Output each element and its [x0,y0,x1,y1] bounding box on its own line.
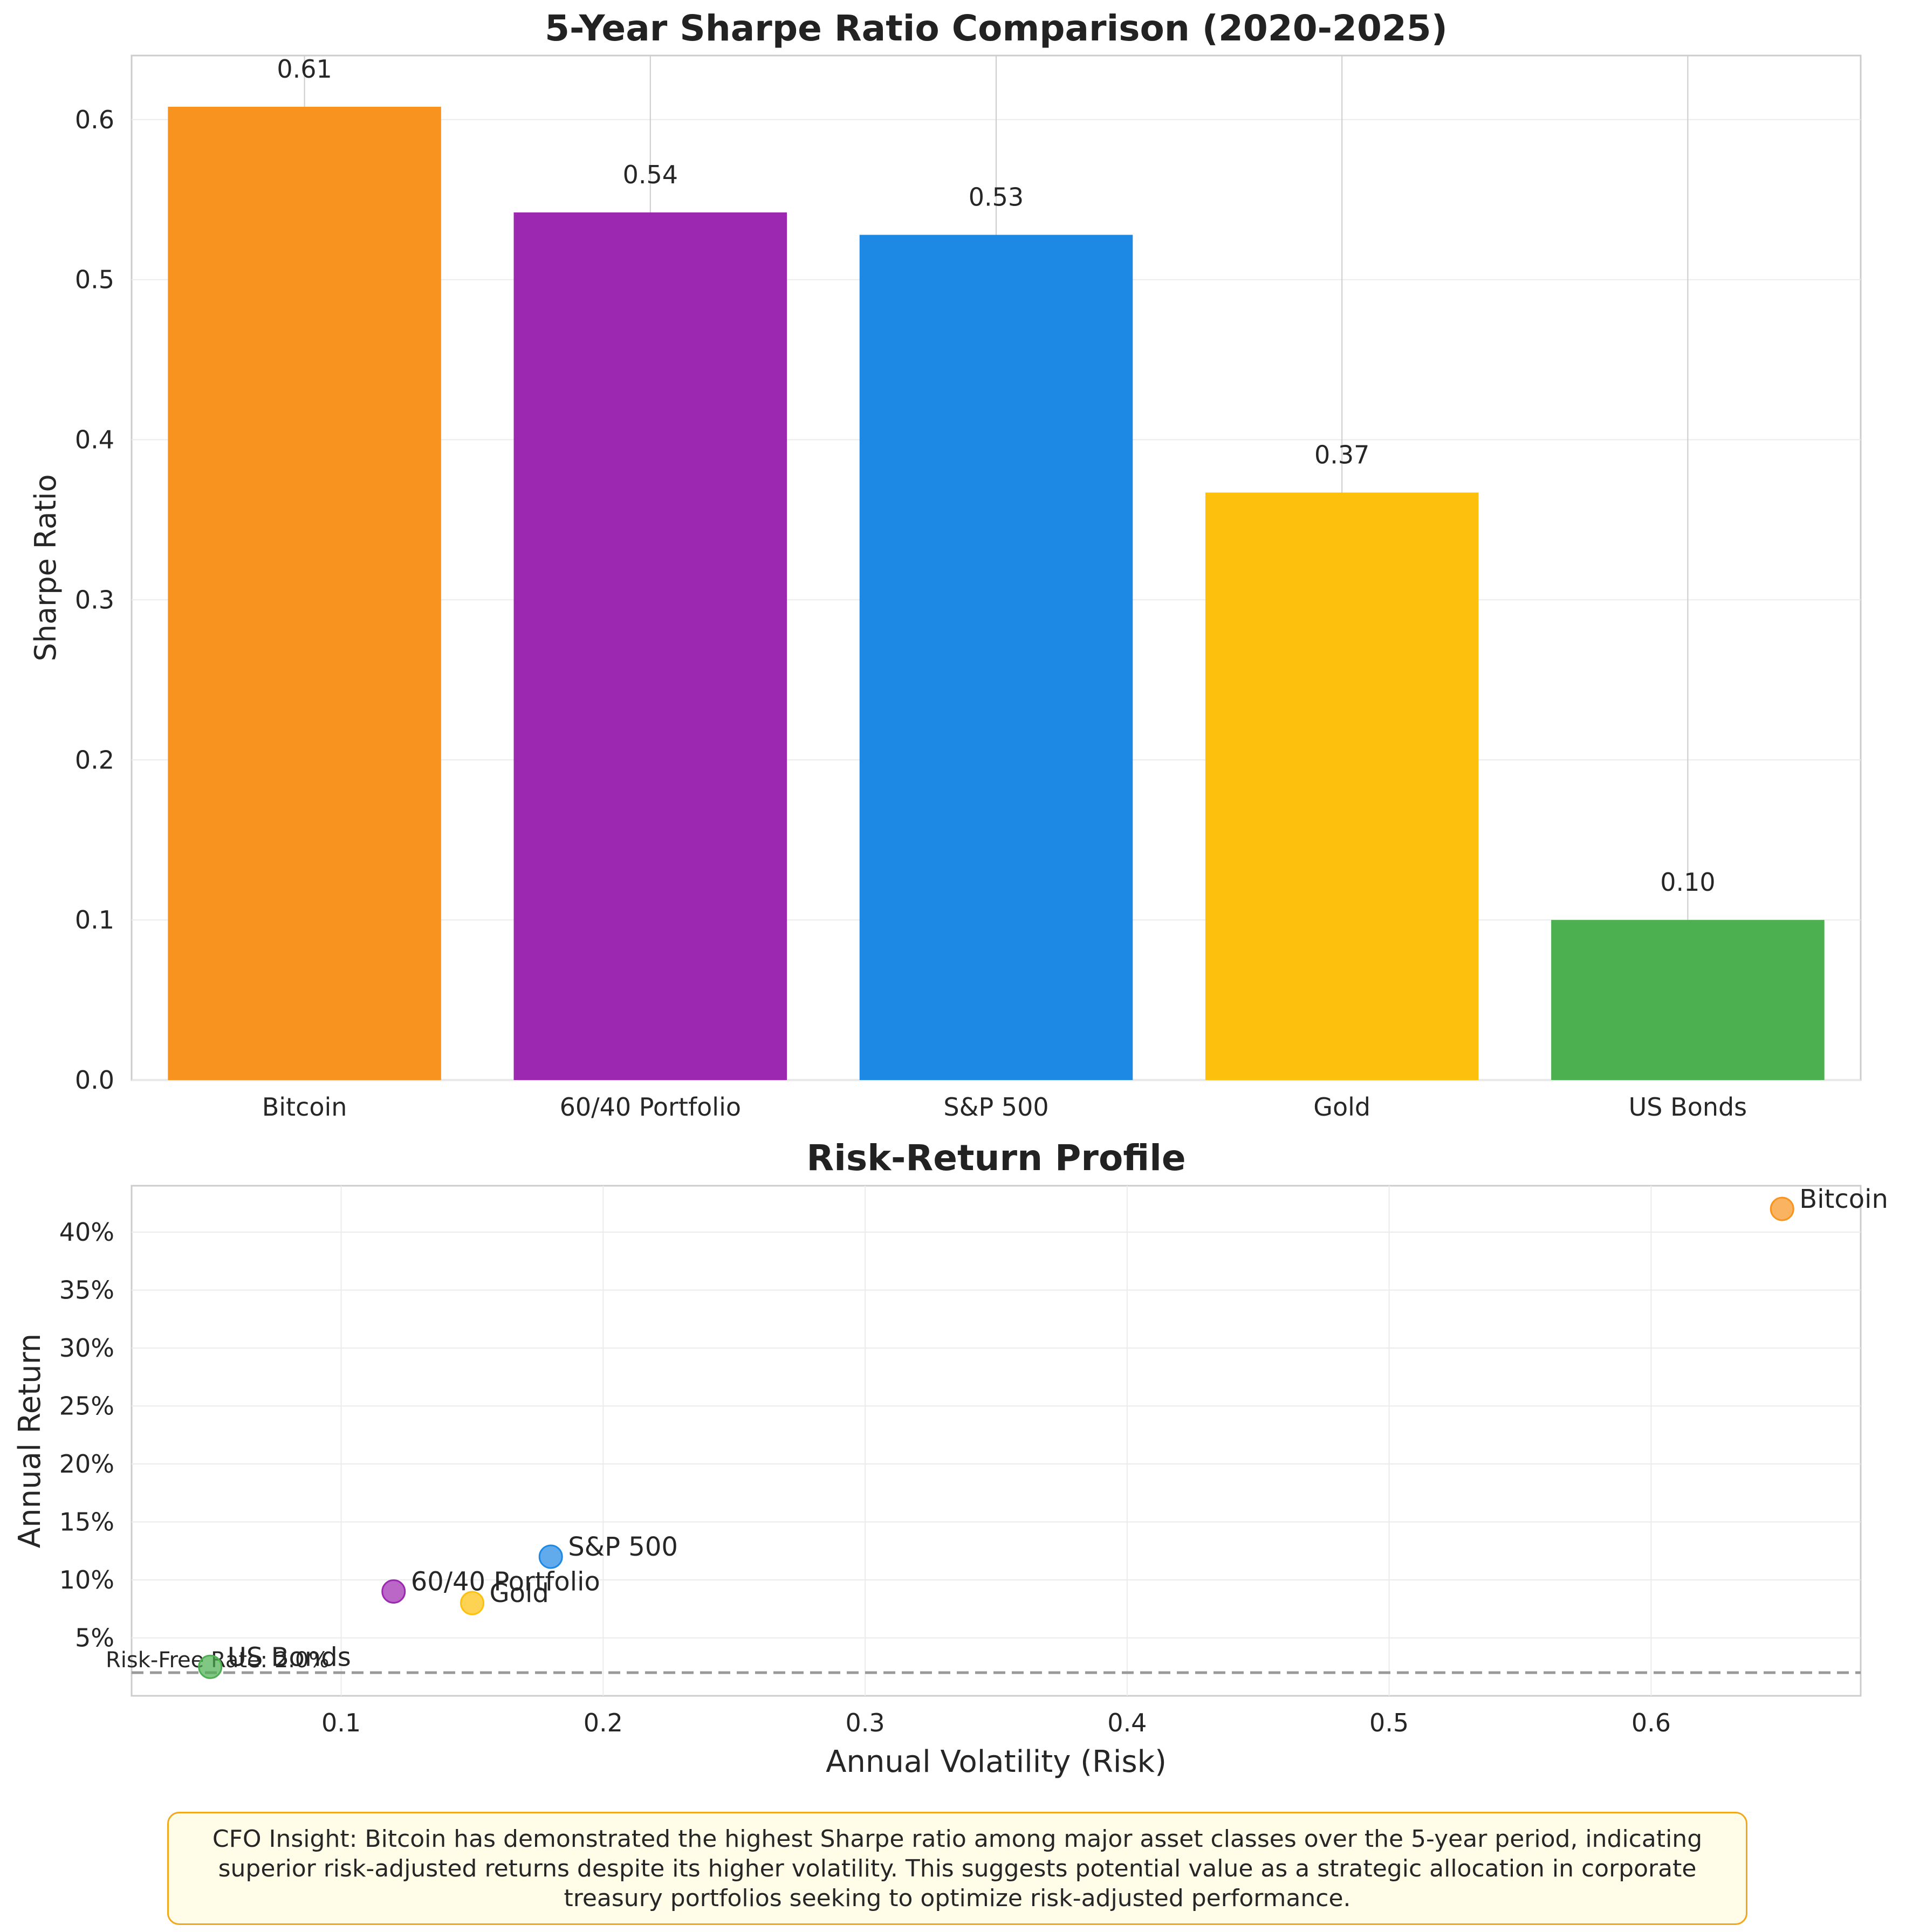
bar-x-tick-label: S&P 500 [943,1092,1048,1122]
scatter-point [381,1579,406,1604]
bar-y-tick-label: 0.2 [75,745,114,774]
bar [1551,920,1825,1080]
scatter-point [1770,1197,1794,1221]
bar-y-tick-label: 0.3 [75,585,114,614]
bar-y-tick-label: 0.6 [75,105,114,134]
scatter-chart-title: Risk-Return Profile [806,1137,1185,1179]
bar [168,107,441,1080]
bar-x-tick-label: Bitcoin [262,1092,347,1122]
scatter-point-label: US Bonds [228,1642,351,1672]
scatter-point [198,1654,223,1679]
scatter-x-tick-label: 0.4 [1107,1708,1147,1737]
scatter-ticks: 0.1 0.2 0.3 0.4 0.5 0.6 5% 10% 15% 20% 25% 30% 35% 40… [59,1218,1671,1737]
scatter-gridlines [132,1186,1861,1696]
cfo-insight-box: CFO Insight: Bitcoin has demonstrated th… [167,1812,1747,1925]
bar-y-axis-label: Sharpe Ratio [29,474,63,661]
bar-y-tick-label: 0.4 [75,425,114,455]
bar-chart-title: 5-Year Sharpe Ratio Comparison (2020-202… [545,8,1448,49]
bar-x-tick-label: US Bonds [1629,1092,1747,1122]
bar [859,235,1133,1080]
scatter-y-tick-label: 30% [59,1333,114,1363]
scatter-point-label: 60/40 Portfolio [411,1567,600,1597]
bar-value-label: 0.53 [969,183,1024,212]
bar-x-tick-label: Gold [1313,1092,1370,1122]
bar-value-label: 0.37 [1314,440,1369,469]
scatter-x-tick-label: 0.1 [321,1708,361,1737]
scatter-y-tick-label: 35% [59,1276,114,1305]
bar-y-ticks: 0.0 0.1 0.2 0.3 0.4 0.5 0.6 Bitcoin 60/40 Portfo… [75,105,1747,1122]
scatter-x-tick-label: 0.2 [584,1708,623,1737]
scatter-point [538,1544,563,1569]
scatter-point-label: Bitcoin [1799,1184,1888,1214]
scatter-y-tick-label: 20% [59,1449,114,1479]
scatter-y-tick-label: 25% [59,1392,114,1421]
bar-x-tick-label: 60/40 Portfolio [560,1092,741,1122]
scatter-y-tick-label: 15% [59,1508,114,1537]
scatter-plot-area [131,1185,1862,1697]
scatter-y-tick-label: 40% [59,1218,114,1247]
scatter-point-label: S&P 500 [568,1532,678,1562]
sharpe-bar-chart: 0.0 0.1 0.2 0.3 0.4 0.5 0.6 Bitcoin 60/40 Portfo… [29,8,1862,1122]
bar-y-tick-label: 0.5 [75,265,114,294]
bar-value-label: 0.61 [277,54,332,84]
scatter-x-tick-label: 0.6 [1631,1708,1671,1737]
scatter-y-axis-label: Annual Return [12,1333,47,1548]
risk-return-scatter: 0.1 0.2 0.3 0.4 0.5 0.6 5% 10% 15% 20% 25% 30% 35% 40… [12,1137,1888,1779]
scatter-y-tick-label: 10% [59,1565,114,1594]
scatter-x-tick-label: 0.3 [846,1708,885,1737]
bar-value-label: 0.54 [623,160,678,189]
scatter-series: Bitcoin 60/40 Portfolio S&P 500 Gold US Bond… [198,1184,1888,1679]
cfo-insight-text: CFO Insight: Bitcoin has demonstrated th… [212,1825,1703,1912]
scatter-x-axis-label: Annual Volatility (Risk) [826,1744,1167,1779]
scatter-point [460,1591,484,1615]
bar [513,212,787,1080]
bar-value-label: 0.10 [1660,868,1715,897]
scatter-y-tick-label: 5% [75,1624,114,1653]
scatter-point-label: Gold [489,1578,549,1608]
bar-y-tick-label: 0.0 [75,1065,114,1095]
scatter-x-tick-label: 0.5 [1369,1708,1409,1737]
bar [1205,492,1479,1080]
bar-series: 0.61 0.54 0.53 0.37 0.10 [168,54,1825,1080]
bar-y-tick-label: 0.1 [75,905,114,934]
